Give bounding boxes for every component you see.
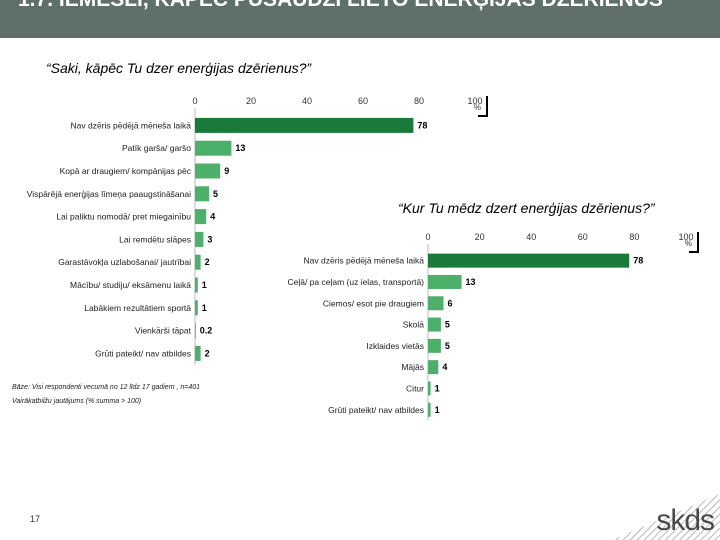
chart2-value-label: 4: [442, 362, 447, 372]
chart1-value-label: 78: [417, 120, 427, 130]
slide-title: 1.7. IEMESLI, KĀPĒC PUSAUDZI LIETO ENERĢ…: [18, 0, 698, 12]
chart1-bar: [195, 300, 198, 316]
chart1-category-label: Labākiem rezultātiem sportā: [84, 303, 191, 313]
chart1-bar: [195, 117, 414, 133]
chart1-unit-label: %: [474, 103, 481, 112]
chart1-value-label: 2: [205, 257, 210, 267]
chart2-value-label: 1: [435, 405, 440, 415]
chart1-category-label: Lai remdētu slāpes: [119, 234, 191, 244]
title-bar: 1.7. IEMESLI, KĀPĒC PUSAUDZI LIETO ENERĢ…: [0, 0, 720, 38]
chart2-value-label: 6: [447, 298, 452, 308]
chart1-value-label: 3: [207, 234, 212, 244]
chart1-bar: [195, 186, 209, 202]
note-multi: Vairākatbilžu jautājums (% summa > 100): [12, 398, 142, 405]
chart1-value-label: 2: [205, 348, 210, 358]
chart1-bar: [195, 345, 201, 361]
chart2-category-label: Nav dzēris pēdējā mēneša laikā: [304, 256, 425, 266]
chart2-category-label: Citur: [406, 383, 424, 393]
chart-places: 0 20 40 60 80 100% Nav dzēris pēdējā mēneša la…: [250, 198, 720, 448]
chart1-category-label: Kopā ar draugiem/ kompānijas pēc: [60, 166, 192, 176]
chart2-bar: [428, 402, 431, 417]
chart2-tick-label: 0: [425, 232, 430, 242]
chart1-category-label: Patīk garša/ garšo: [122, 143, 191, 153]
chart1-value-label: 0.2: [200, 326, 213, 336]
note-base: Bāze: Visi respondenti vecumā no 12 līdz…: [12, 384, 201, 391]
chart1-category-label: Vispārējā enerģijas līmeņa paaugstināšan…: [27, 189, 191, 199]
chart2-bar: [428, 381, 431, 396]
chart1-category-label: Garastāvokļa uzlabošanai/ jautrībai: [58, 257, 191, 267]
chart1-tick-label: 20: [246, 96, 256, 106]
chart2-value-label: 5: [445, 320, 450, 330]
chart-reasons-svg: 0 20 40 60 80 100%Nav dzēris pēdējā mēneša la…: [27, 96, 488, 365]
chart2-tick-label: 80: [629, 232, 639, 242]
chart2-bar: [428, 317, 441, 332]
chart1-value-label: 13: [235, 143, 245, 153]
chart2-corner-bracket: [689, 232, 699, 253]
chart2-bar: [428, 360, 439, 375]
chart1-bar: [195, 254, 201, 270]
chart2-category-label: Izklaides vietās: [366, 341, 424, 351]
chart1-value-label: 1: [202, 280, 207, 290]
chart1-bar: [195, 209, 207, 225]
chart2-bar: [428, 338, 441, 353]
chart1-category-label: Grūti pateikt/ nav atbildes: [95, 348, 191, 358]
chart1-tick-label: 80: [414, 96, 424, 106]
chart1-tick-label: 0: [192, 96, 197, 106]
chart2-bar: [428, 274, 462, 289]
chart1-bar: [195, 323, 196, 339]
chart2-category-label: Mājās: [401, 362, 424, 372]
skds-hatch-logo-icon: skds: [612, 494, 720, 540]
chart2-tick-label: 20: [475, 232, 485, 242]
chart1-value-label: 5: [213, 189, 218, 199]
chart1-corner-bracket: [478, 96, 488, 117]
logo-hatch-svg: [612, 494, 720, 540]
chart1-value-label: 4: [210, 212, 215, 222]
chart2-bar: [428, 296, 444, 311]
chart2-value-label: 1: [435, 383, 440, 393]
chart1-title: “Saki, kāpēc Tu dzer enerģijas dzērienus…: [46, 60, 312, 76]
chart1-tick-label: 100: [467, 96, 482, 106]
chart2-tick-label: 60: [578, 232, 588, 242]
page-number: 17: [30, 514, 41, 524]
chart1-category-label: Vienkārši tāpat: [135, 326, 192, 336]
chart2-title: “Kur Tu mēdz dzert enerģijas dzērienus?”: [398, 200, 655, 216]
chart1-category-label: Nav dzēris pēdējā mēneša laikā: [71, 120, 192, 130]
chart1-category-label: Lai paliktu nomodā/ pret miegainību: [56, 212, 191, 222]
chart2-unit-label: %: [685, 239, 692, 248]
chart1-tick-label: 40: [302, 96, 312, 106]
chart-places-background: [250, 198, 720, 448]
chart2-value-label: 5: [445, 341, 450, 351]
chart1-bar: [195, 163, 221, 179]
chart2-category-label: Ciemos/ esot pie draugiem: [323, 298, 424, 308]
chart2-value-label: 13: [466, 277, 476, 287]
chart1-tick-label: 60: [358, 96, 368, 106]
chart1-value-label: 9: [224, 166, 229, 176]
chart1-bar: [195, 140, 232, 156]
chart1-bar: [195, 231, 204, 247]
chart2-category-label: Ceļā/ pa ceļam (uz ielas, transportā): [287, 277, 424, 287]
chart2-category-label: Grūti pateikt/ nav atbildes: [328, 405, 424, 415]
chart1-value-label: 1: [202, 303, 207, 313]
chart-places-svg: 0 20 40 60 80 100% Nav dzēris pēdējā mēneša la…: [287, 232, 699, 421]
chart2-tick-label: 40: [526, 232, 536, 242]
chart2-tick-label: 100: [678, 232, 693, 242]
chart1-category-label: Mācību/ studiju/ eksāmenu laikā: [70, 280, 191, 290]
chart2-value-label: 78: [633, 256, 643, 266]
chart2-bar: [428, 253, 630, 268]
logo-text: skds: [656, 504, 715, 537]
chart1-bar: [195, 277, 198, 293]
chart2-category-label: Skolā: [403, 320, 425, 330]
